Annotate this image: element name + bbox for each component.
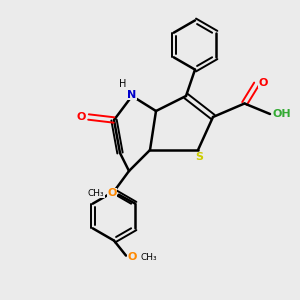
Text: O: O <box>258 77 268 88</box>
Text: CH₃: CH₃ <box>88 189 105 198</box>
Text: H: H <box>119 79 127 89</box>
Text: OH: OH <box>273 109 291 119</box>
Text: O: O <box>76 112 86 122</box>
Text: N: N <box>128 89 136 100</box>
Text: O: O <box>128 252 137 262</box>
Text: CH₃: CH₃ <box>140 253 157 262</box>
Text: S: S <box>196 152 203 163</box>
Text: O: O <box>107 188 117 198</box>
